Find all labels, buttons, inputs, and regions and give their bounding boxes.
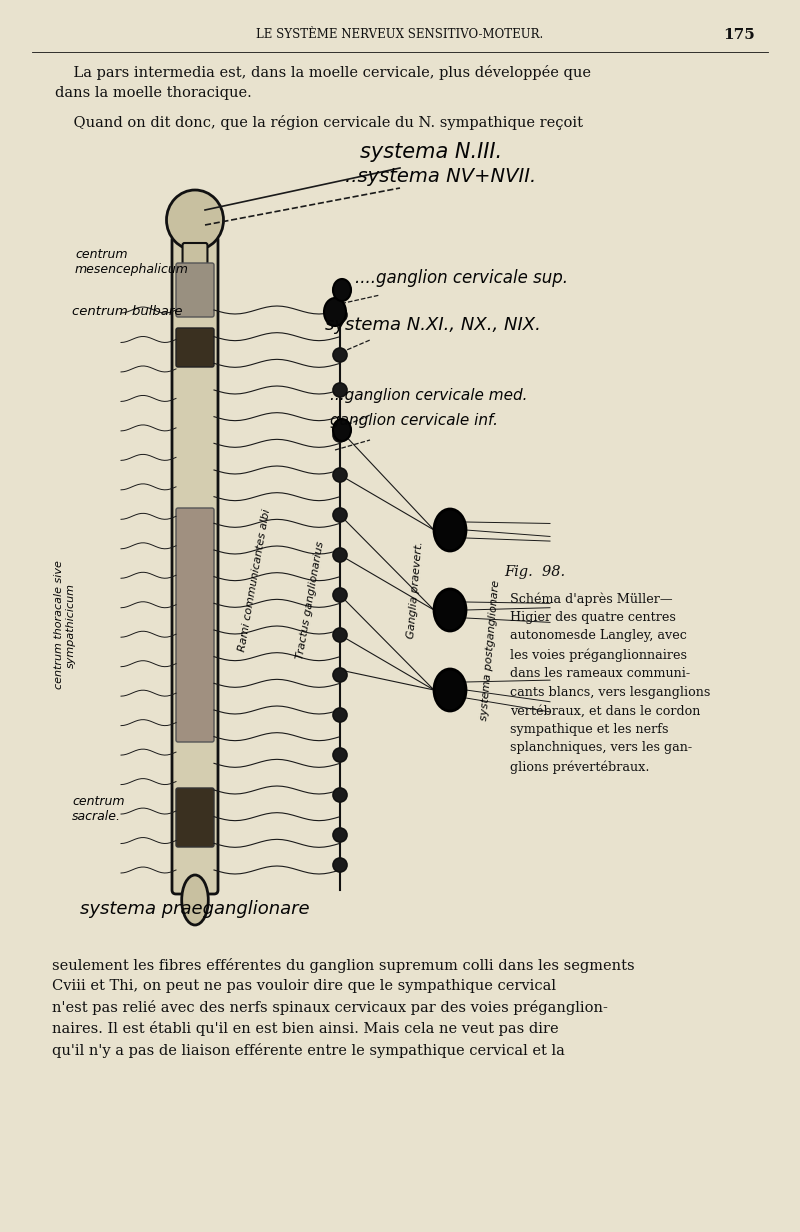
Ellipse shape <box>434 589 466 631</box>
Text: ...ganglion cervicale med.: ...ganglion cervicale med. <box>330 388 527 403</box>
Circle shape <box>333 628 347 642</box>
Text: Tractus ganglionarius: Tractus ganglionarius <box>294 540 326 660</box>
Text: seulement les fibres efférentes du ganglion supremum colli dans les segments
Cvi: seulement les fibres efférentes du gangl… <box>52 958 634 1058</box>
FancyBboxPatch shape <box>182 243 207 277</box>
Ellipse shape <box>333 419 351 441</box>
Ellipse shape <box>166 190 223 250</box>
Text: systema praeganglionare: systema praeganglionare <box>80 901 310 918</box>
Text: centrum
sacrale.: centrum sacrale. <box>72 795 125 823</box>
Circle shape <box>333 668 347 683</box>
FancyBboxPatch shape <box>172 237 218 894</box>
Circle shape <box>333 748 347 763</box>
Text: 175: 175 <box>723 28 755 42</box>
Text: Rami communicantes albi: Rami communicantes albi <box>238 508 273 652</box>
Circle shape <box>333 857 347 872</box>
Text: centrum bulbare: centrum bulbare <box>72 306 182 318</box>
Circle shape <box>333 588 347 602</box>
Ellipse shape <box>182 875 208 925</box>
Text: Quand on dit donc, que la région cervicale du N. sympathique reçoit: Quand on dit donc, que la région cervica… <box>55 115 583 131</box>
Ellipse shape <box>434 509 466 551</box>
FancyBboxPatch shape <box>176 788 214 848</box>
Circle shape <box>333 548 347 562</box>
Text: centrum
mesencephalicum: centrum mesencephalicum <box>75 248 189 276</box>
Circle shape <box>333 828 347 841</box>
Text: systema postganglionare: systema postganglionare <box>479 579 501 721</box>
FancyBboxPatch shape <box>176 508 214 742</box>
Circle shape <box>333 383 347 397</box>
Text: Fig.  98.: Fig. 98. <box>505 565 566 579</box>
Text: Schéma d'après Müller—
Higier des quatre centres
autonomesde Langley, avec
les v: Schéma d'après Müller— Higier des quatre… <box>510 593 710 774</box>
Circle shape <box>333 468 347 482</box>
Circle shape <box>333 428 347 442</box>
Ellipse shape <box>434 669 466 711</box>
Text: ganglion cervicale inf.: ganglion cervicale inf. <box>330 413 498 428</box>
Circle shape <box>333 508 347 522</box>
Text: La pars intermedia est, dans la moelle cervicale, plus développée que
dans la mo: La pars intermedia est, dans la moelle c… <box>55 65 591 100</box>
Text: systema N.III.: systema N.III. <box>360 142 502 161</box>
Text: LE SYSTÈME NERVEUX SENSITIVO-MOTEUR.: LE SYSTÈME NERVEUX SENSITIVO-MOTEUR. <box>256 28 544 41</box>
Ellipse shape <box>333 278 351 301</box>
Text: Ganglia praevert.: Ganglia praevert. <box>406 541 424 639</box>
Ellipse shape <box>324 298 346 326</box>
FancyBboxPatch shape <box>176 328 214 367</box>
Circle shape <box>333 788 347 802</box>
Circle shape <box>333 347 347 362</box>
FancyBboxPatch shape <box>176 262 214 317</box>
Text: ....ganglion cervicale sup.: ....ganglion cervicale sup. <box>355 269 568 287</box>
Text: centrum thoracale sive
sympathicicum: centrum thoracale sive sympathicicum <box>54 561 76 690</box>
Circle shape <box>333 308 347 322</box>
Text: ..systema NV+NVII.: ..systema NV+NVII. <box>345 168 536 186</box>
Circle shape <box>333 708 347 722</box>
Text: systema N.XI., NX., NIX.: systema N.XI., NX., NIX. <box>325 315 541 334</box>
